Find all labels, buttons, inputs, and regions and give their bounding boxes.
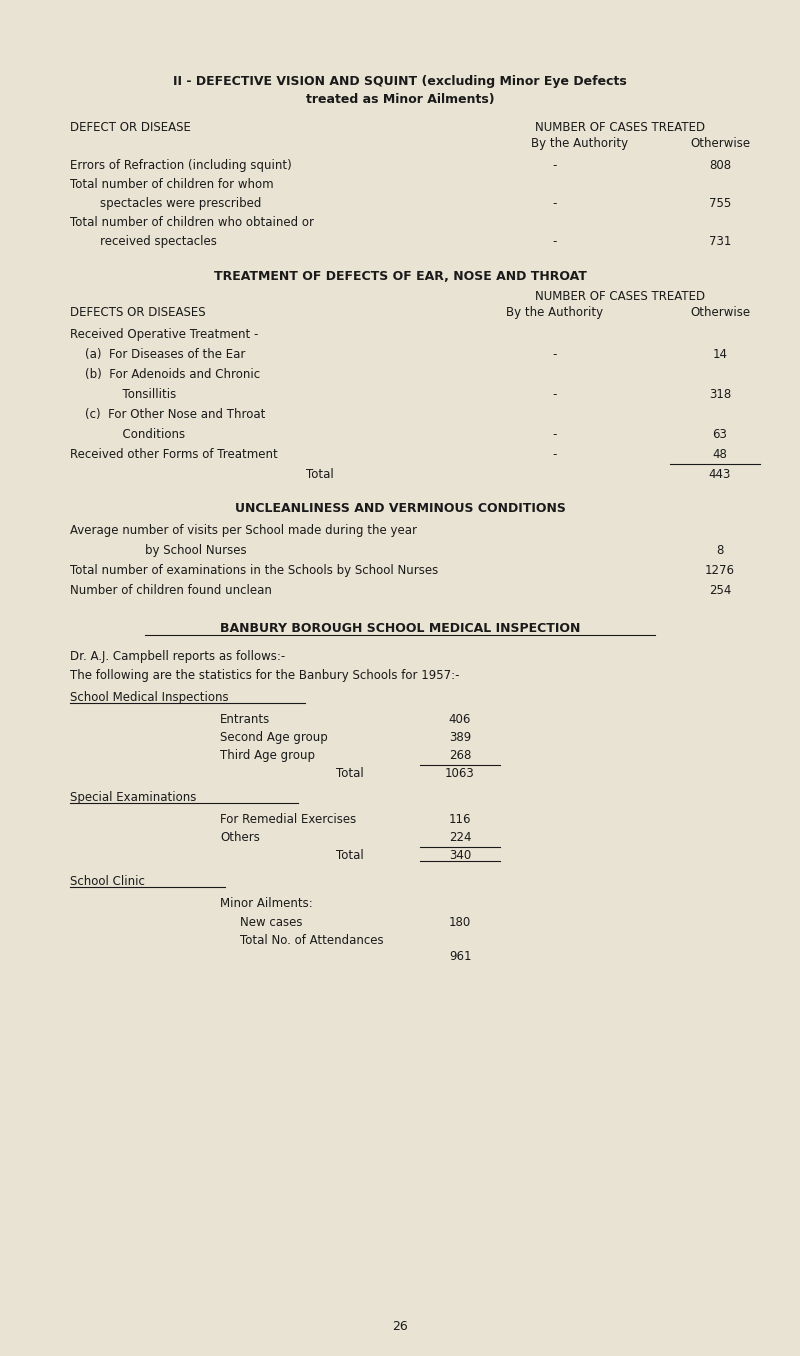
Text: Total: Total — [306, 468, 334, 481]
Text: Entrants: Entrants — [220, 713, 270, 725]
Text: Average number of visits per School made during the year: Average number of visits per School made… — [70, 523, 417, 537]
Text: 48: 48 — [713, 447, 727, 461]
Text: Total No. of Attendances: Total No. of Attendances — [240, 934, 384, 946]
Text: Tonsillitis: Tonsillitis — [70, 388, 176, 401]
Text: 268: 268 — [449, 749, 471, 762]
Text: Second Age group: Second Age group — [220, 731, 328, 744]
Text: Otherwise: Otherwise — [690, 306, 750, 319]
Text: received spectacles: received spectacles — [70, 235, 217, 248]
Text: Received other Forms of Treatment: Received other Forms of Treatment — [70, 447, 278, 461]
Text: 254: 254 — [709, 584, 731, 597]
Text: Errors of Refraction (including squint): Errors of Refraction (including squint) — [70, 159, 292, 172]
Text: II - DEFECTIVE VISION AND SQUINT (excluding Minor Eye Defects: II - DEFECTIVE VISION AND SQUINT (exclud… — [173, 75, 627, 88]
Text: 389: 389 — [449, 731, 471, 744]
Text: spectacles were prescribed: spectacles were prescribed — [70, 197, 262, 210]
Text: Dr. A.J. Campbell reports as follows:-: Dr. A.J. Campbell reports as follows:- — [70, 650, 286, 663]
Text: 180: 180 — [449, 917, 471, 929]
Text: School Clinic: School Clinic — [70, 875, 145, 888]
Text: Third Age group: Third Age group — [220, 749, 315, 762]
Text: By the Authority: By the Authority — [531, 137, 629, 151]
Text: Total: Total — [336, 767, 364, 780]
Text: 318: 318 — [709, 388, 731, 401]
Text: Special Examinations: Special Examinations — [70, 791, 196, 804]
Text: Otherwise: Otherwise — [690, 137, 750, 151]
Text: 340: 340 — [449, 849, 471, 862]
Text: NUMBER OF CASES TREATED: NUMBER OF CASES TREATED — [535, 121, 705, 134]
Text: 443: 443 — [709, 468, 731, 481]
Text: (c)  For Other Nose and Throat: (c) For Other Nose and Throat — [70, 408, 266, 420]
Text: Others: Others — [220, 831, 260, 843]
Text: Conditions: Conditions — [70, 428, 185, 441]
Text: 808: 808 — [709, 159, 731, 172]
Text: Total number of children for whom: Total number of children for whom — [70, 178, 274, 191]
Text: treated as Minor Ailments): treated as Minor Ailments) — [306, 94, 494, 106]
Text: -: - — [553, 235, 557, 248]
Text: The following are the statistics for the Banbury Schools for 1957:-: The following are the statistics for the… — [70, 669, 459, 682]
Text: 224: 224 — [449, 831, 471, 843]
Text: 961: 961 — [449, 951, 471, 963]
Text: 8: 8 — [716, 544, 724, 557]
Text: by School Nurses: by School Nurses — [70, 544, 246, 557]
Text: 1276: 1276 — [705, 564, 735, 578]
Text: School Medical Inspections: School Medical Inspections — [70, 692, 229, 704]
Text: UNCLEANLINESS AND VERMINOUS CONDITIONS: UNCLEANLINESS AND VERMINOUS CONDITIONS — [234, 502, 566, 515]
Text: 406: 406 — [449, 713, 471, 725]
Text: DEFECT OR DISEASE: DEFECT OR DISEASE — [70, 121, 191, 134]
Text: 1063: 1063 — [445, 767, 475, 780]
Text: -: - — [553, 159, 557, 172]
Text: Total number of children who obtained or: Total number of children who obtained or — [70, 216, 314, 229]
Text: For Remedial Exercises: For Remedial Exercises — [220, 814, 356, 826]
Text: -: - — [553, 197, 557, 210]
Text: (a)  For Diseases of the Ear: (a) For Diseases of the Ear — [70, 348, 246, 361]
Text: 63: 63 — [713, 428, 727, 441]
Text: 14: 14 — [713, 348, 727, 361]
Text: Number of children found unclean: Number of children found unclean — [70, 584, 272, 597]
Text: -: - — [553, 428, 557, 441]
Text: 755: 755 — [709, 197, 731, 210]
Text: Received Operative Treatment -: Received Operative Treatment - — [70, 328, 258, 340]
Text: BANBURY BOROUGH SCHOOL MEDICAL INSPECTION: BANBURY BOROUGH SCHOOL MEDICAL INSPECTIO… — [220, 622, 580, 635]
Text: -: - — [553, 388, 557, 401]
Text: Total number of examinations in the Schools by School Nurses: Total number of examinations in the Scho… — [70, 564, 438, 578]
Text: New cases: New cases — [240, 917, 302, 929]
Text: 26: 26 — [392, 1319, 408, 1333]
Text: By the Authority: By the Authority — [506, 306, 603, 319]
Text: DEFECTS OR DISEASES: DEFECTS OR DISEASES — [70, 306, 206, 319]
Text: 116: 116 — [449, 814, 471, 826]
Text: (b)  For Adenoids and Chronic: (b) For Adenoids and Chronic — [70, 367, 260, 381]
Text: -: - — [553, 348, 557, 361]
Text: -: - — [553, 447, 557, 461]
Text: 731: 731 — [709, 235, 731, 248]
Text: Total: Total — [336, 849, 364, 862]
Text: TREATMENT OF DEFECTS OF EAR, NOSE AND THROAT: TREATMENT OF DEFECTS OF EAR, NOSE AND TH… — [214, 270, 586, 283]
Text: Minor Ailments:: Minor Ailments: — [220, 898, 313, 910]
Text: NUMBER OF CASES TREATED: NUMBER OF CASES TREATED — [535, 290, 705, 302]
